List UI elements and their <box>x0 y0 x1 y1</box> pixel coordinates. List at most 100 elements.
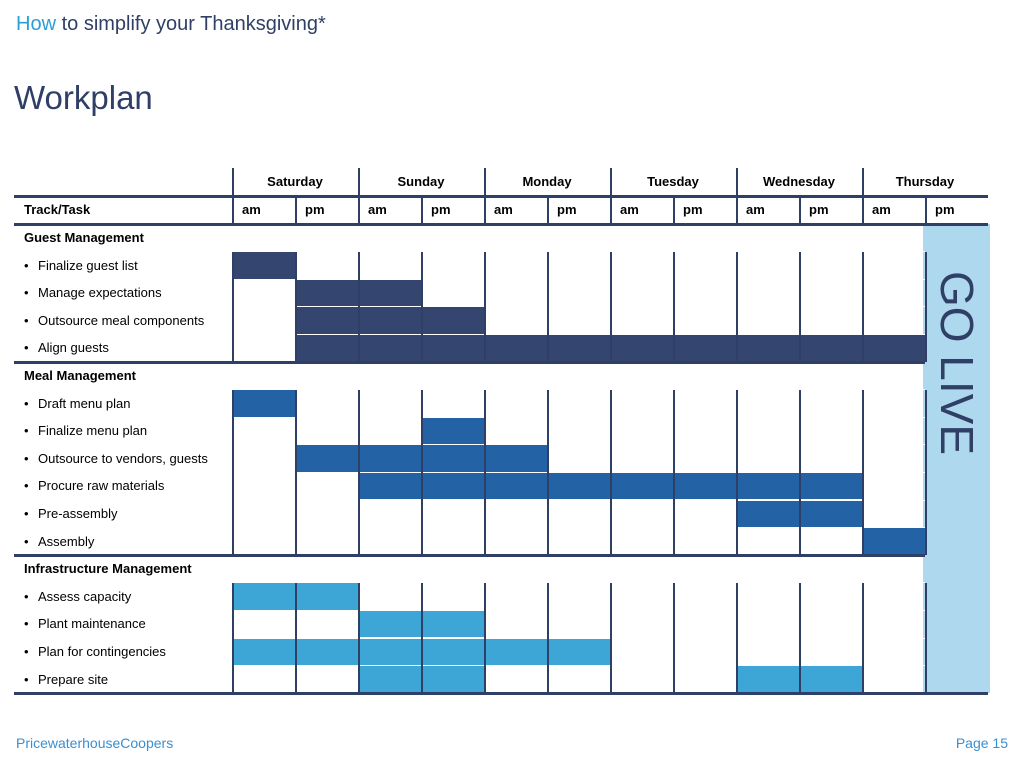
task-text: Assembly <box>38 533 95 549</box>
group-title: Meal Management <box>24 368 136 383</box>
column-rule <box>295 196 297 224</box>
column-rule <box>295 334 297 362</box>
group-title: Infrastructure Management <box>24 561 192 577</box>
column-rule <box>862 638 864 666</box>
column-rule <box>232 389 234 418</box>
column-rule <box>484 582 486 611</box>
column-rule <box>295 638 297 666</box>
column-rule <box>925 665 927 694</box>
column-rule <box>358 306 360 335</box>
column-rule <box>358 527 360 556</box>
task-text: Draft menu plan <box>38 395 131 411</box>
column-rule <box>484 665 486 694</box>
column-rule <box>610 472 612 500</box>
column-rule <box>673 251 675 280</box>
column-rule <box>232 582 234 611</box>
task-text: Finalize guest list <box>38 257 138 273</box>
task-label: • Draft menu plan <box>24 390 131 417</box>
half-day-header: pm <box>809 202 829 217</box>
column-rule <box>421 638 423 666</box>
footer-company: PricewaterhouseCoopers <box>16 735 174 751</box>
column-rule <box>610 500 612 528</box>
column-rule <box>484 279 486 307</box>
column-rule <box>547 472 549 500</box>
column-rule <box>421 500 423 528</box>
column-rule <box>484 334 486 362</box>
column-rule <box>232 196 234 224</box>
day-header-saturday: Saturday <box>267 174 323 189</box>
bullet-icon: • <box>24 450 29 466</box>
bullet-icon: • <box>24 478 29 494</box>
column-rule <box>925 500 927 528</box>
column-rule <box>673 196 675 224</box>
half-day-header: pm <box>431 202 451 217</box>
column-rule <box>610 527 612 556</box>
task-text: Assess capacity <box>38 588 132 604</box>
column-rule <box>421 306 423 335</box>
column-rule <box>736 638 738 666</box>
column-rule <box>295 500 297 528</box>
column-rule <box>610 665 612 694</box>
header-rule <box>14 222 988 226</box>
task-label: • Outsource meal components <box>24 307 204 334</box>
half-day-header: pm <box>683 202 703 217</box>
column-rule <box>862 251 864 280</box>
header-accent-word: How <box>16 13 57 35</box>
column-rule <box>736 334 738 362</box>
column-rule <box>736 472 738 500</box>
column-rule <box>673 665 675 694</box>
column-rule <box>232 168 234 196</box>
column-rule <box>799 527 801 556</box>
column-rule <box>610 168 612 196</box>
task-text: Procure raw materials <box>38 478 165 494</box>
task-text: Prepare site <box>38 671 109 687</box>
column-rule <box>421 665 423 694</box>
column-rule <box>673 638 675 666</box>
header-rule <box>14 194 988 198</box>
column-rule <box>547 306 549 335</box>
column-rule <box>358 638 360 666</box>
column-rule <box>295 306 297 335</box>
column-rule <box>610 444 612 473</box>
column-rule <box>610 334 612 362</box>
half-day-header: pm <box>305 202 325 217</box>
column-rule <box>673 334 675 362</box>
column-rule <box>862 196 864 224</box>
task-label: • Align guests <box>24 334 109 361</box>
column-rule <box>673 417 675 445</box>
column-rule <box>232 610 234 638</box>
column-rule <box>421 527 423 556</box>
column-rule <box>358 168 360 196</box>
gantt-bar <box>862 528 925 555</box>
column-rule <box>358 389 360 418</box>
column-rule <box>484 168 486 196</box>
row-rule <box>232 637 925 639</box>
row-rule <box>232 278 925 280</box>
task-label: • Assembly <box>24 528 94 555</box>
column-rule <box>547 665 549 694</box>
day-header-monday: Monday <box>522 174 572 189</box>
column-rule <box>232 527 234 556</box>
column-rule <box>547 251 549 280</box>
column-rule <box>421 582 423 611</box>
column-rule <box>862 444 864 473</box>
gantt-bar <box>232 390 295 417</box>
half-day-header: am <box>242 202 261 217</box>
day-header-tuesday: Tuesday <box>647 174 699 189</box>
task-label: • Procure raw materials <box>24 472 164 499</box>
column-rule <box>862 500 864 528</box>
bullet-icon: • <box>24 340 29 356</box>
bullet-icon: • <box>24 285 29 301</box>
bullet-icon: • <box>24 423 29 439</box>
column-rule <box>610 610 612 638</box>
column-rule <box>421 444 423 473</box>
task-text: Align guests <box>38 340 109 356</box>
column-rule <box>484 638 486 666</box>
task-text: Plan for contingencies <box>38 644 166 659</box>
column-rule <box>547 610 549 638</box>
column-rule <box>673 444 675 473</box>
column-rule <box>799 389 801 418</box>
task-label: • Manage expectations <box>24 279 162 306</box>
column-rule <box>925 196 927 224</box>
go-live-label: GO LIVE <box>930 271 983 456</box>
